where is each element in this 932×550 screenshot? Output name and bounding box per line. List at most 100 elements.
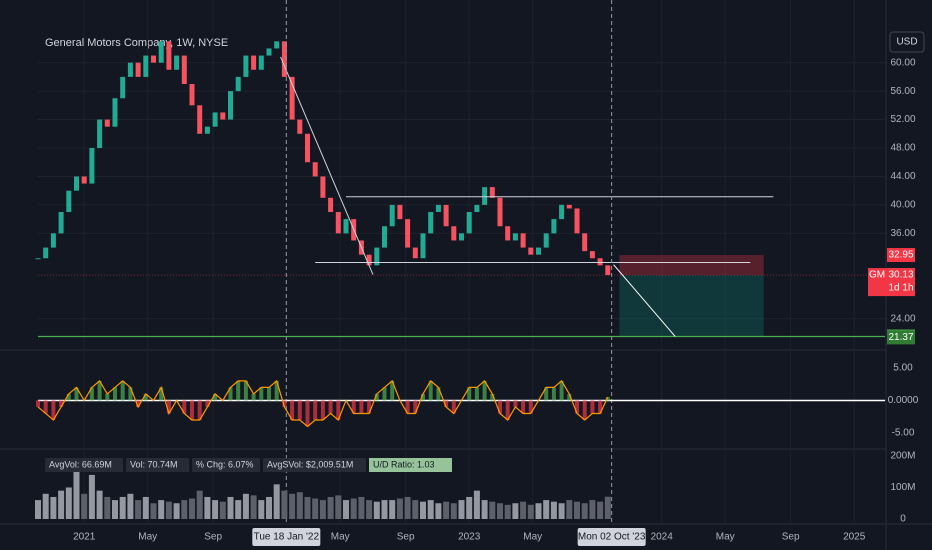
x-tick-label: May — [523, 532, 542, 543]
candle — [551, 219, 557, 234]
volume-bar — [520, 501, 527, 519]
legend-bg — [369, 458, 452, 472]
candle — [335, 212, 341, 234]
volume-bar — [73, 471, 80, 519]
oscillator-bar — [605, 397, 610, 401]
oscillator-bar — [590, 400, 595, 414]
oscillator-bar — [490, 393, 495, 401]
candle — [597, 258, 603, 266]
oscillator-bar — [421, 393, 425, 401]
volume-bar — [589, 500, 596, 519]
candle — [35, 258, 41, 260]
volume-bar — [96, 490, 103, 519]
volume-bar — [366, 500, 373, 519]
candle — [389, 204, 395, 227]
candle — [520, 233, 526, 248]
price-label-bg — [887, 248, 915, 263]
currency-button[interactable] — [889, 31, 925, 53]
last-price-bg — [868, 268, 915, 297]
oscillator-bar — [128, 387, 133, 401]
volume-bar — [196, 490, 203, 519]
volume-bar — [250, 495, 257, 519]
oscillator-bar — [482, 380, 487, 401]
volume-bar — [119, 496, 126, 519]
candle — [251, 55, 257, 70]
x-tick-label: May — [138, 532, 157, 543]
candle — [74, 176, 79, 191]
volume-bar — [574, 501, 580, 519]
oscillator-bar — [467, 387, 472, 401]
volume-bar — [227, 496, 234, 519]
y-tick-label: 24.00 — [890, 313, 915, 324]
candle — [220, 112, 226, 120]
oscillator-bar — [136, 400, 141, 407]
last-price: 30.13 — [888, 270, 913, 281]
volume-bar — [543, 500, 550, 519]
oscillator-bar — [259, 387, 264, 401]
volume-bar — [273, 484, 280, 519]
candle — [66, 190, 72, 213]
candle — [482, 187, 488, 205]
volume-bar — [58, 490, 65, 519]
candle — [143, 55, 149, 77]
y-tick-label: 5.00 — [893, 363, 913, 374]
volume-bar — [550, 501, 557, 519]
volume-bar — [497, 503, 503, 519]
oscillator-bar — [267, 387, 271, 401]
volume-bar — [458, 500, 465, 519]
candle — [50, 233, 56, 248]
candle — [204, 126, 210, 134]
volume-bar — [420, 501, 426, 519]
volume-bar — [112, 500, 118, 519]
oscillator-bar — [282, 400, 287, 407]
volume-bar — [281, 490, 288, 519]
oscillator-bar — [43, 400, 48, 414]
volume-bar — [604, 496, 611, 519]
oscillator-bar — [505, 400, 510, 420]
candle — [166, 41, 172, 70]
volume-bar — [373, 501, 380, 519]
oscillator-bar — [190, 400, 194, 420]
candle — [397, 204, 403, 220]
oscillator-bar — [236, 380, 241, 401]
oscillator-bar — [243, 380, 248, 401]
x-tick-label: May — [331, 532, 350, 543]
candle — [589, 251, 595, 259]
crosshair-label: Tue 18 Jan '22 — [254, 532, 320, 543]
oscillator-bar — [74, 387, 79, 401]
volume-bar — [81, 493, 88, 519]
oscillator-bar — [551, 387, 556, 401]
oscillator-bar — [474, 387, 479, 401]
candle — [235, 76, 241, 92]
oscillator-bar — [582, 400, 587, 420]
volume-bar — [158, 500, 165, 519]
candle — [420, 233, 426, 259]
candle — [312, 162, 318, 177]
x-tick-label: 2023 — [458, 532, 481, 543]
stop-zone — [619, 255, 764, 276]
candle — [274, 41, 280, 49]
volume-bar — [266, 496, 272, 519]
currency[interactable]: USD — [896, 37, 917, 48]
volume-bar — [404, 496, 411, 519]
candle — [405, 219, 411, 248]
volume-bar — [35, 500, 41, 519]
crosshair-label: Mon 02 Oct '23 — [578, 532, 646, 543]
candle — [536, 247, 541, 255]
oscillator-bar — [305, 400, 310, 427]
oscillator-bar — [390, 380, 395, 401]
y-tick-label: 0.0000 — [888, 395, 919, 406]
y-tick-label: 0 — [900, 514, 906, 525]
candle — [582, 233, 588, 252]
candle — [428, 212, 434, 234]
volume-bar — [289, 493, 296, 519]
volume-bar — [389, 500, 396, 519]
candle — [343, 219, 349, 234]
oscillator-bar — [328, 400, 333, 414]
candle — [466, 212, 472, 234]
candle — [189, 84, 195, 106]
volume-bar — [219, 501, 226, 519]
candle — [266, 48, 272, 56]
candle — [97, 119, 103, 149]
candle — [566, 204, 572, 209]
